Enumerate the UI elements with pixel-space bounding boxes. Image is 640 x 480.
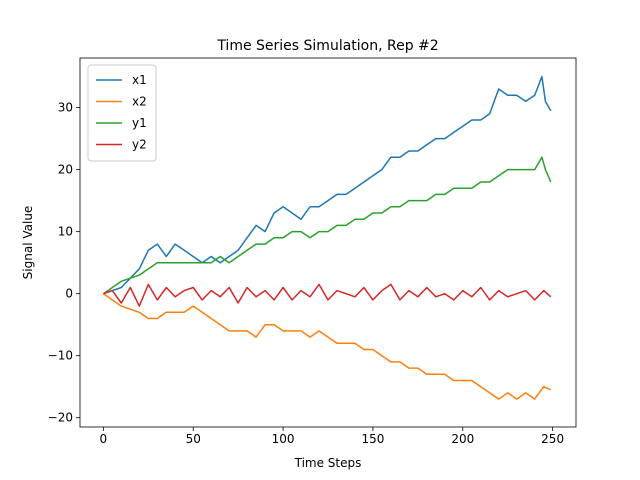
x-tick-label: 100	[272, 432, 295, 446]
legend-label-y2: y2	[132, 138, 147, 152]
y-tick-label: −20	[48, 411, 73, 425]
chart-title: Time Series Simulation, Rep #2	[216, 38, 438, 54]
series-line-y2	[103, 283, 552, 307]
legend: x1 x2 y1 y2	[87, 64, 157, 162]
x-tick-label: 50	[186, 432, 201, 446]
legend-box	[87, 64, 157, 162]
x-axis: 0 50 100 150 200 250	[100, 427, 564, 446]
x-tick-label: 0	[100, 432, 108, 446]
y-tick-label: 0	[65, 287, 73, 301]
plot-frame	[79, 57, 577, 428]
series-line-y1	[102, 156, 552, 295]
y-axis-label: Signal Value	[21, 206, 35, 280]
legend-label-y1: y1	[132, 116, 147, 130]
x-tick-label: 150	[361, 432, 384, 446]
legend-label-x2: x2	[132, 95, 147, 109]
y-tick-label: −10	[48, 349, 73, 363]
x-axis-label: Time Steps	[294, 456, 362, 470]
y-tick-label: 20	[58, 163, 73, 177]
series-line-x2	[102, 293, 552, 400]
y-tick-label: 30	[58, 101, 73, 115]
legend-label-x1: x1	[132, 73, 147, 87]
y-axis: −20 −10 0 10 20 30	[48, 101, 80, 425]
x-tick-label: 200	[451, 432, 474, 446]
series-layer	[102, 75, 552, 400]
y-tick-label: 10	[58, 225, 73, 239]
x-tick-label: 250	[541, 432, 564, 446]
series-line-x1	[103, 75, 552, 295]
